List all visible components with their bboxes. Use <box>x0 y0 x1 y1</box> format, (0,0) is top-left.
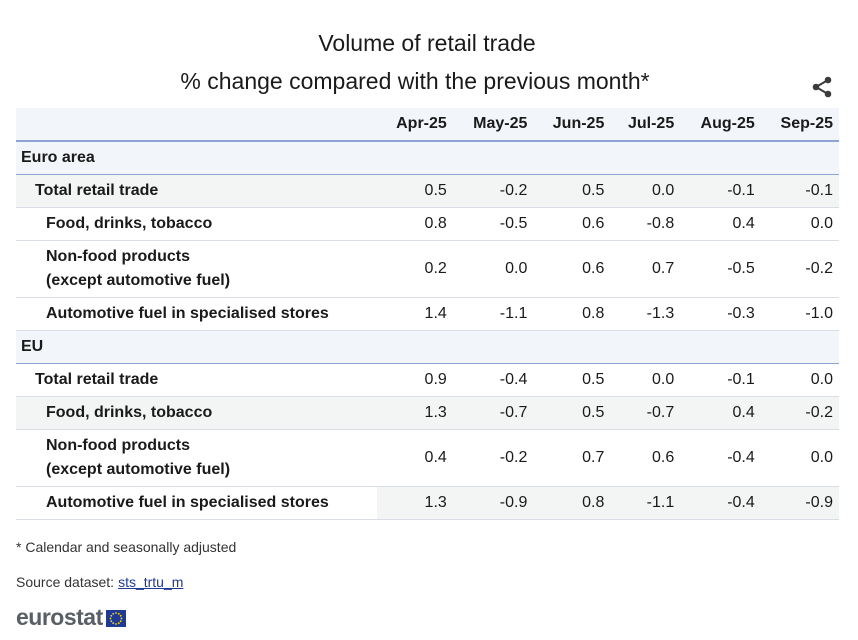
table-cell: -0.9 <box>452 486 534 520</box>
table-cell: -0.7 <box>452 396 534 430</box>
table-cell: -0.2 <box>760 396 839 430</box>
table-cell: 0.5 <box>533 174 611 208</box>
table-cell: 0.5 <box>533 363 611 397</box>
group-row-euro-area: Euro area <box>16 141 839 175</box>
header-empty-cell <box>16 108 377 142</box>
retail-trade-table: Apr-25 May-25 Jun-25 Jul-25 Aug-25 Sep-2… <box>16 108 839 520</box>
row-label: Automotive fuel in specialised stores <box>16 297 377 331</box>
table-cell: 0.4 <box>680 396 761 430</box>
row-label: Non-food products (except automotive fuel… <box>16 240 377 298</box>
table-cell: 0.0 <box>610 174 681 208</box>
table-cell: 0.0 <box>760 429 839 487</box>
row-label-line: Non-food products <box>46 248 190 265</box>
row-label: Total retail trade <box>16 363 377 397</box>
table-cell: 0.5 <box>533 396 611 430</box>
table-cell: -0.8 <box>610 207 681 241</box>
eu-flag-icon <box>105 609 126 627</box>
table-cell: 1.3 <box>377 486 453 520</box>
source-label: Source dataset: <box>16 574 115 590</box>
table-cell: -0.2 <box>452 429 534 487</box>
row-label: Total retail trade <box>16 174 377 208</box>
table-cell: 0.9 <box>377 363 453 397</box>
table-cell: 0.0 <box>760 363 839 397</box>
chart-subtitle: % change compared with the previous mont… <box>180 68 650 94</box>
table-row: Automotive fuel in specialised stores 1.… <box>16 486 839 520</box>
table-cell: -0.4 <box>680 486 761 520</box>
group-label: EU <box>16 330 839 364</box>
table-cell: -0.5 <box>680 240 761 298</box>
table-cell: 1.3 <box>377 396 453 430</box>
row-label: Automotive fuel in specialised stores <box>16 486 377 520</box>
table-cell: 0.2 <box>377 240 453 298</box>
table-cell: 0.8 <box>377 207 453 241</box>
table-row: Food, drinks, tobacco 1.3 -0.7 0.5 -0.7 … <box>16 396 839 430</box>
source-line: Source dataset: sts_trtu_m <box>16 574 183 590</box>
table-cell: -0.1 <box>680 363 761 397</box>
row-label: Non-food products (except automotive fuel… <box>16 429 377 487</box>
group-row-eu: EU <box>16 330 839 364</box>
table-cell: -0.1 <box>680 174 761 208</box>
share-icon[interactable] <box>810 75 834 99</box>
table-row: Total retail trade 0.9 -0.4 0.5 0.0 -0.1… <box>16 363 839 397</box>
source-dataset-link[interactable]: sts_trtu_m <box>118 574 184 590</box>
footnote: * Calendar and seasonally adjusted <box>16 539 237 555</box>
table-row: Non-food products (except automotive fuel… <box>16 429 839 487</box>
table-cell: -0.5 <box>452 207 534 241</box>
row-label-line: (except automotive fuel) <box>46 272 231 289</box>
eurostat-logo[interactable]: eurostat <box>16 604 126 630</box>
column-header: Jul-25 <box>610 108 681 142</box>
table-cell: 0.6 <box>610 429 681 487</box>
table-cell: 0.4 <box>680 207 761 241</box>
table-cell: -0.3 <box>680 297 761 331</box>
row-label: Food, drinks, tobacco <box>16 207 377 241</box>
column-header: Jun-25 <box>533 108 611 142</box>
column-header: Aug-25 <box>680 108 761 142</box>
table-cell: 0.7 <box>610 240 681 298</box>
table-header-row: Apr-25 May-25 Jun-25 Jul-25 Aug-25 Sep-2… <box>16 108 839 142</box>
column-header: May-25 <box>452 108 534 142</box>
table-cell: 0.6 <box>533 207 611 241</box>
table-cell: 0.0 <box>452 240 534 298</box>
table-cell: 1.4 <box>377 297 453 331</box>
table-cell: -1.1 <box>610 486 681 520</box>
table-cell: -1.1 <box>452 297 534 331</box>
table-cell: 0.0 <box>610 363 681 397</box>
group-label: Euro area <box>16 141 839 175</box>
column-header: Apr-25 <box>377 108 453 142</box>
table-cell: -0.7 <box>610 396 681 430</box>
table-cell: -0.4 <box>452 363 534 397</box>
row-label-line: (except automotive fuel) <box>46 461 231 478</box>
table-cell: 0.8 <box>533 486 611 520</box>
table-cell: -0.1 <box>760 174 839 208</box>
table-cell: 0.6 <box>533 240 611 298</box>
column-header: Sep-25 <box>760 108 839 142</box>
table-cell: 0.0 <box>760 207 839 241</box>
table-cell: -0.9 <box>760 486 839 520</box>
table-cell: -1.0 <box>760 297 839 331</box>
table-cell: 0.5 <box>377 174 453 208</box>
table-cell: 0.4 <box>377 429 453 487</box>
row-label-line: Non-food products <box>46 437 190 454</box>
table-cell: 0.8 <box>533 297 611 331</box>
chart-title: Volume of retail trade <box>318 30 536 56</box>
table-cell: -0.2 <box>452 174 534 208</box>
logo-text: eurostat <box>16 603 103 630</box>
table-cell: -1.3 <box>610 297 681 331</box>
row-label: Food, drinks, tobacco <box>16 396 377 430</box>
table-cell: -0.2 <box>760 240 839 298</box>
table-row: Food, drinks, tobacco 0.8 -0.5 0.6 -0.8 … <box>16 207 839 241</box>
table-row: Total retail trade 0.5 -0.2 0.5 0.0 -0.1… <box>16 174 839 208</box>
table-row: Non-food products (except automotive fuel… <box>16 240 839 298</box>
table-cell: 0.7 <box>533 429 611 487</box>
table-cell: -0.4 <box>680 429 761 487</box>
table-row: Automotive fuel in specialised stores 1.… <box>16 297 839 331</box>
